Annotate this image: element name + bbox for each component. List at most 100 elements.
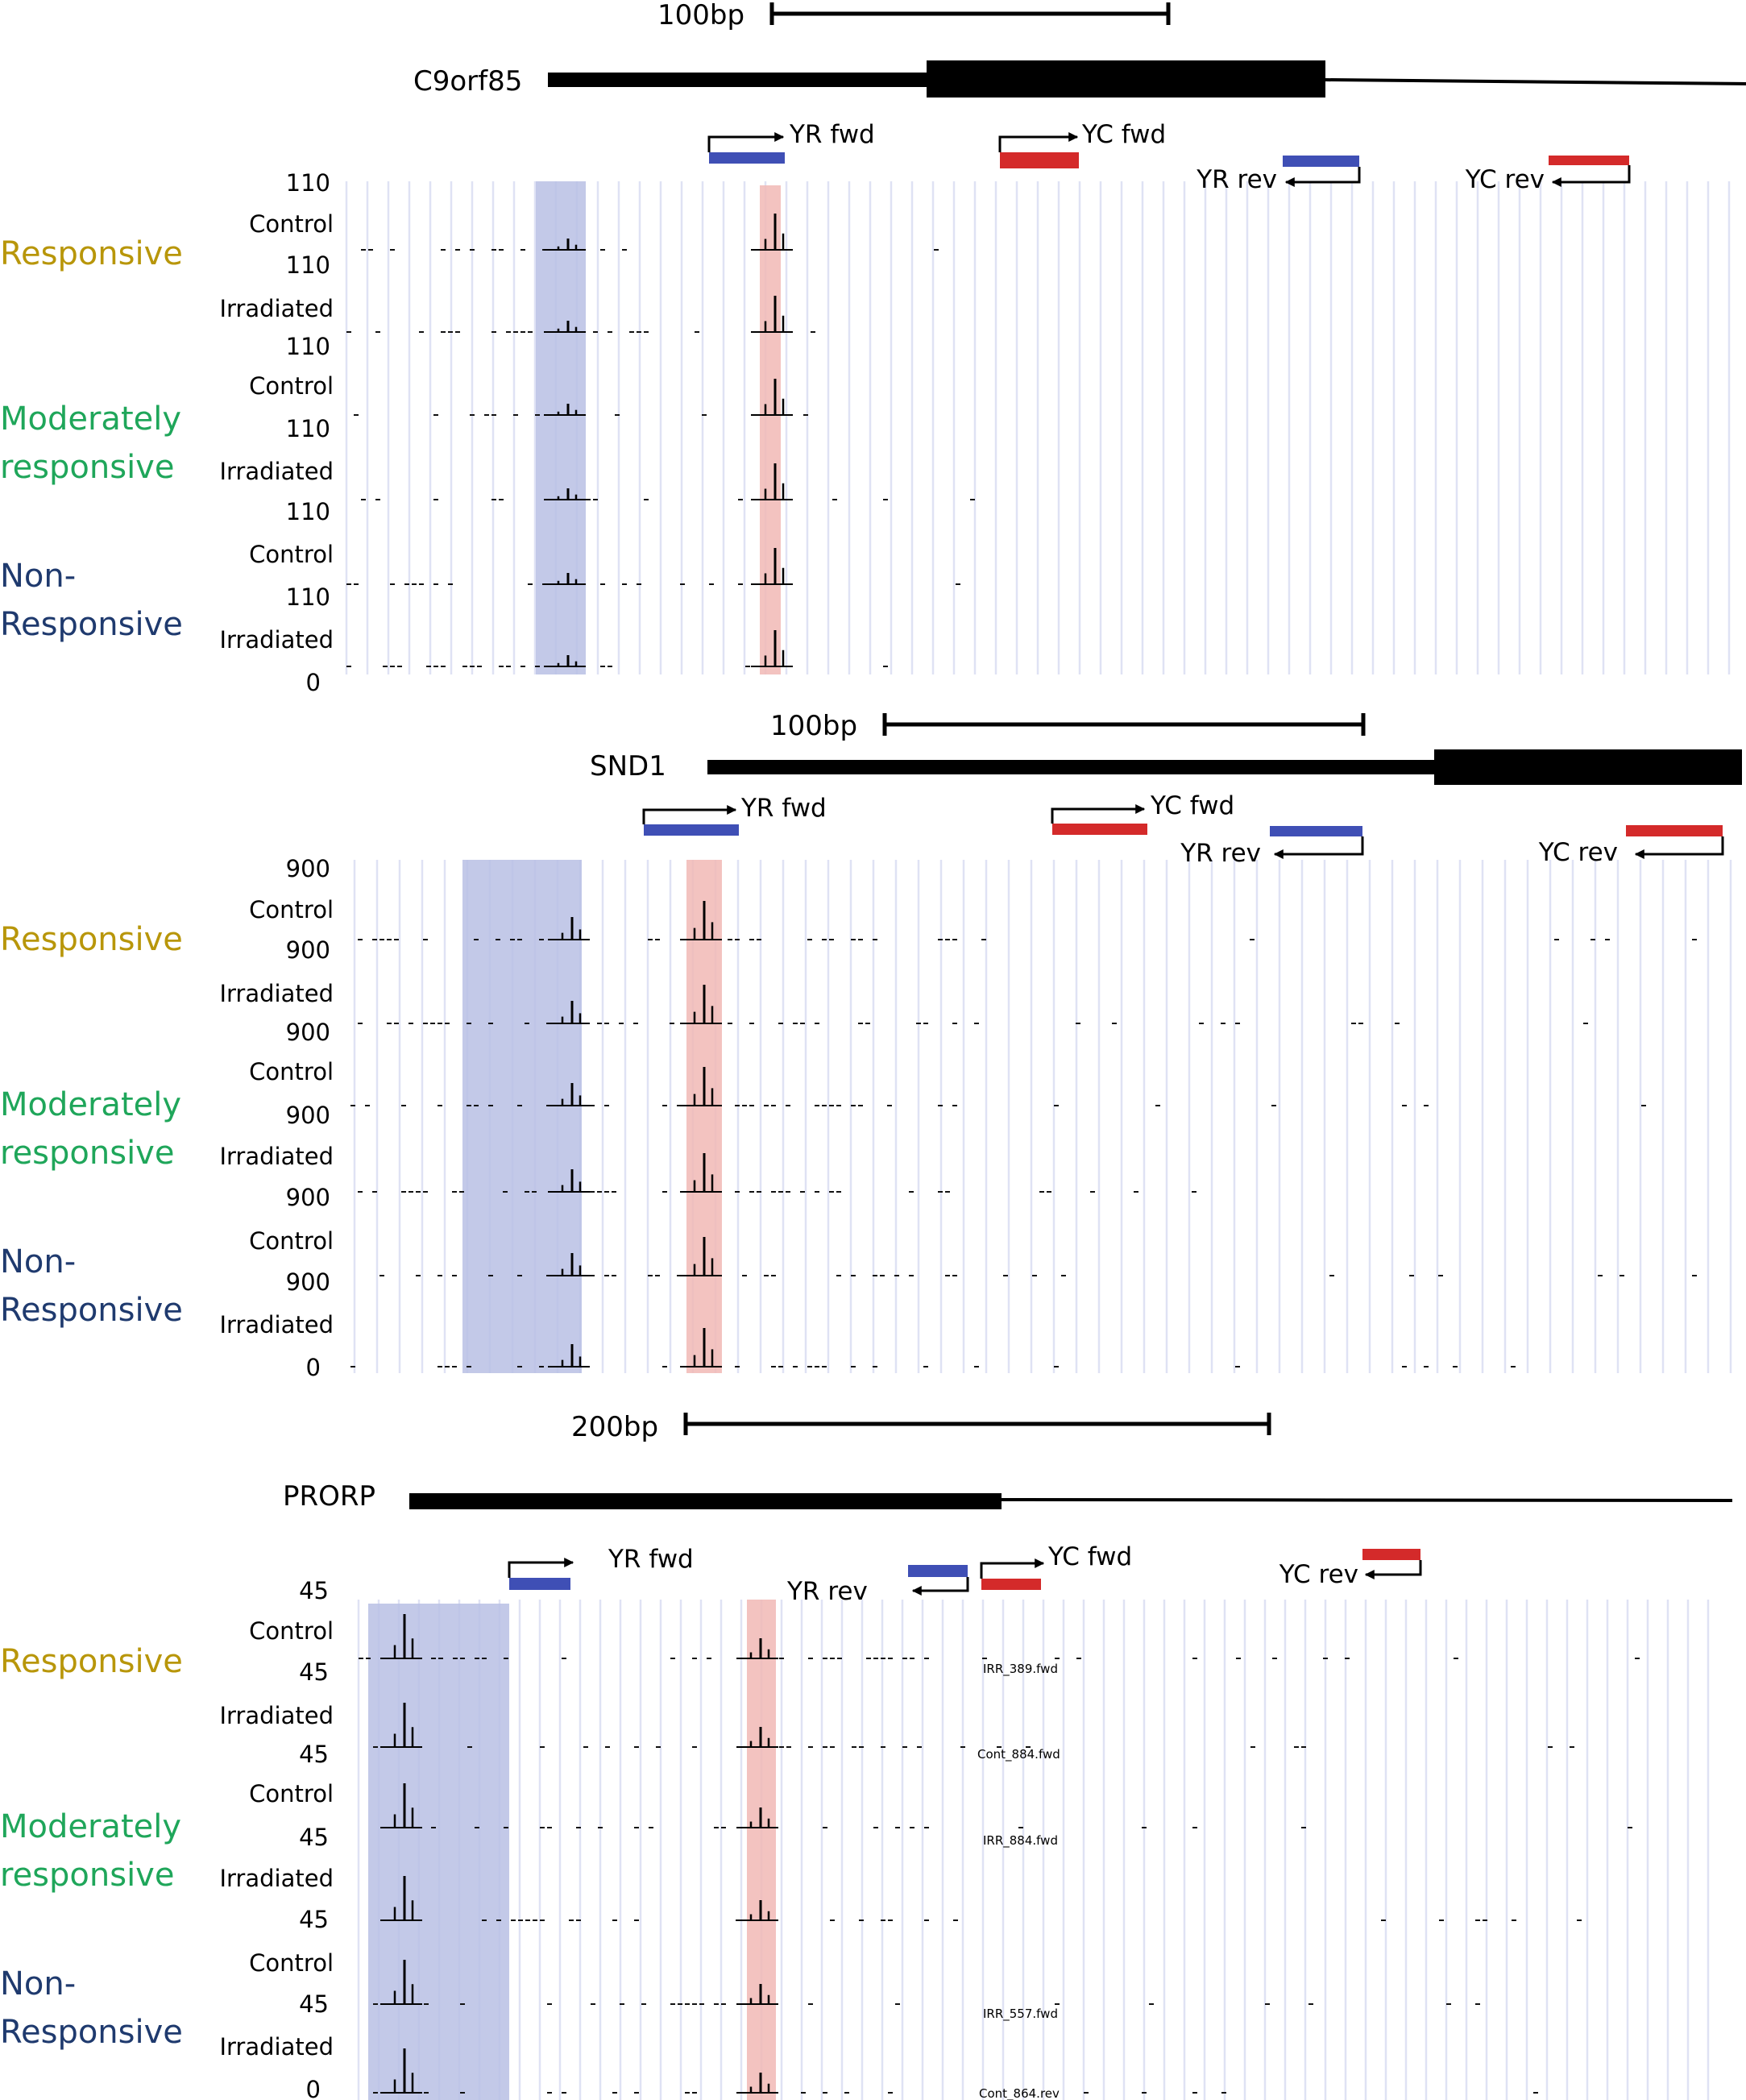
signal-tick: [387, 939, 392, 940]
signal-tick: [771, 1105, 776, 1106]
highlight-red-band: [760, 185, 781, 674]
signal-tick: [346, 583, 351, 585]
signal-tick: [633, 1023, 638, 1024]
signal-tick: [1272, 1658, 1277, 1659]
track-label-irradiated: Irradiated: [219, 626, 334, 654]
signal-tick: [612, 2092, 617, 2094]
signal-tick: [738, 499, 743, 500]
signal-tick: [1142, 2092, 1147, 2094]
signal-tick: [619, 1023, 624, 1024]
signal-tick: [620, 2003, 624, 2005]
signal-tick: [699, 2003, 704, 2005]
signal-tick: [1620, 1275, 1624, 1276]
signal-tick: [350, 1366, 355, 1367]
signal-tick: [832, 499, 837, 500]
y-max-label: 45: [299, 1906, 329, 1933]
signal-tick: [974, 1023, 979, 1024]
signal-tick: [648, 1275, 653, 1276]
signal-tick: [695, 331, 699, 333]
signal-tick: [670, 1658, 675, 1659]
signal-tick: [830, 1746, 835, 1748]
signal-tick: [426, 666, 431, 667]
signal-tick: [470, 249, 475, 251]
signal-tick: [517, 1105, 522, 1106]
track-label-control: Control: [249, 1058, 334, 1085]
signal-tick: [873, 1275, 877, 1276]
gene-exon: [1434, 749, 1742, 785]
signal-tick: [470, 414, 475, 416]
signal-tick: [1358, 1023, 1363, 1024]
signal-tick: [475, 1658, 479, 1659]
signal-tick: [455, 331, 460, 333]
signal-tick: [394, 939, 399, 940]
signal-tick: [728, 1023, 732, 1024]
signal-tick: [1548, 1746, 1553, 1748]
signal-tick: [655, 1275, 660, 1276]
signal-tick: [1590, 939, 1595, 940]
signal-tick: [547, 2092, 552, 2094]
signal-tick: [1047, 1191, 1051, 1193]
track-label-control: Control: [249, 210, 334, 238]
group-non-responsive: Responsive: [0, 606, 183, 643]
signal-tick: [608, 666, 612, 667]
signal-tick: [525, 1191, 529, 1193]
signal-tick: [358, 939, 363, 940]
primer-yr-rev: YR rev: [1196, 156, 1361, 194]
signal-tick: [452, 1366, 457, 1367]
signal-tick: [600, 583, 605, 585]
signal-tick: [952, 1105, 957, 1106]
signal-tick: [952, 1275, 957, 1276]
group-moderately: responsive: [0, 1135, 174, 1172]
signal-tick: [851, 939, 856, 940]
signal-tick: [1076, 1023, 1080, 1024]
signal-tick: [902, 1746, 907, 1748]
signal-tick: [600, 249, 605, 251]
y-max-label: 45: [299, 1990, 329, 2018]
group-non-responsive: Non-: [0, 1965, 76, 2002]
signal-tick: [865, 1023, 870, 1024]
signal-tracks: [359, 1614, 1640, 2094]
signal-tick: [938, 939, 943, 940]
group-labels: Responsive Moderately responsive Non- Re…: [0, 1643, 183, 2051]
signal-tick: [956, 583, 960, 585]
track-label-control: Control: [249, 1949, 334, 1977]
signal-tick: [1402, 1366, 1407, 1367]
browser-grid: [357, 1600, 1710, 2100]
signal-tick: [1438, 1275, 1443, 1276]
y-max-label: 900: [286, 936, 330, 964]
primer-yr-fwd: YR fwd: [642, 794, 827, 836]
signal-tick: [1199, 1023, 1204, 1024]
signal-tick: [1076, 1658, 1081, 1659]
signal-tick: [517, 1275, 522, 1276]
primer-yc-rev: YC rev: [1279, 1549, 1422, 1589]
signal-tick: [749, 1191, 754, 1193]
signal-tick: [634, 1827, 639, 1828]
signal-tick: [401, 1105, 406, 1106]
signal-tick: [394, 1023, 399, 1024]
signal-tick: [448, 583, 453, 585]
signal-tick: [1192, 1827, 1197, 1828]
primer-yc-rev: YC rev: [1538, 825, 1724, 867]
signal-tick: [1039, 1191, 1044, 1193]
track-label-control: Control: [249, 1780, 334, 1807]
signal-tick: [368, 249, 373, 251]
signal-tick: [475, 1827, 479, 1828]
signal-tick: [858, 1105, 863, 1106]
signal-tick: [373, 2092, 378, 2094]
signal-tick: [1032, 1275, 1037, 1276]
primer-label: YR rev: [1180, 839, 1261, 868]
signal-tick: [474, 1105, 479, 1106]
track-tag: IRR_389.fwd: [983, 1662, 1058, 1677]
signal-tick: [445, 1366, 450, 1367]
signal-tick: [883, 666, 888, 667]
signal-tick: [692, 1746, 697, 1748]
signal-tick: [894, 1275, 899, 1276]
signal-tick: [1512, 1919, 1516, 1921]
signal-tick: [520, 249, 525, 251]
signal-tick: [981, 939, 986, 940]
signal-tick: [496, 1919, 501, 1921]
gene-utr: [707, 760, 1437, 774]
signal-tick: [982, 1658, 987, 1659]
signal-tick: [1533, 2092, 1538, 2094]
